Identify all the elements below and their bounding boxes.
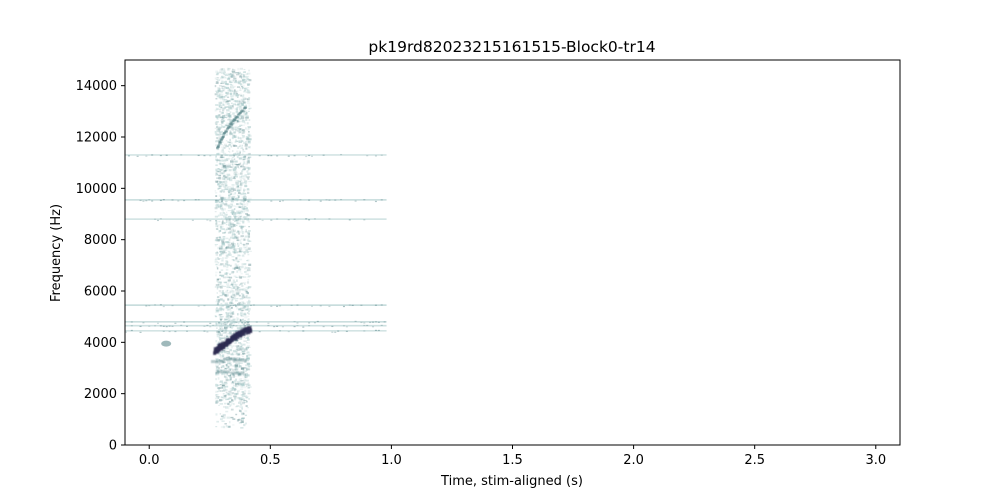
fundamental-trace: [211, 326, 253, 375]
harmonic-streak: [211, 360, 226, 364]
small-blob: [161, 340, 172, 347]
y-tick-label: 10000: [76, 182, 117, 197]
y-tick-label: 8000: [84, 233, 117, 248]
plot-area: [125, 67, 387, 429]
noise-band: [125, 198, 387, 203]
y-axis-label: Frequency (Hz): [49, 204, 64, 302]
harmonic-streak: [223, 357, 238, 361]
noise-band: [125, 218, 387, 222]
x-tick-label: 3.0: [865, 453, 886, 468]
y-tick-label: 14000: [76, 79, 117, 94]
y-tick-label: 2000: [84, 387, 117, 402]
noise-band: [125, 320, 387, 324]
y-tick-label: 0: [109, 439, 117, 454]
x-tick-label: 2.0: [623, 453, 644, 468]
y-tick-label: 6000: [84, 285, 117, 300]
x-tick-label: 1.0: [381, 453, 402, 468]
y-axis: 0 2000 4000 6000 8000 10000 12000 14000: [76, 79, 125, 454]
x-tick-label: 0.5: [260, 453, 281, 468]
harmonic-streak: [230, 371, 245, 375]
y-tick-label: 4000: [84, 336, 117, 351]
noise-band: [125, 304, 387, 308]
x-tick-label: 2.5: [744, 453, 765, 468]
vocalization-energy: [214, 67, 252, 429]
upper-harmonic-trace: [216, 106, 248, 150]
chart-title: pk19rd82023215161515-Block0-tr14: [368, 38, 655, 56]
x-axis-label: Time, stim-aligned (s): [440, 474, 583, 489]
y-tick-label: 12000: [76, 131, 117, 146]
harmonic-streak: [232, 358, 247, 362]
x-axis: 0.0 0.5 1.0 1.5 2.0 2.5 3.0: [139, 445, 886, 468]
noise-band: [125, 324, 387, 328]
noise-band: [125, 153, 387, 158]
noise-band: [125, 329, 387, 333]
x-tick-label: 1.5: [502, 453, 523, 468]
x-tick-label: 0.0: [139, 453, 160, 468]
harmonic-streak: [215, 370, 230, 374]
